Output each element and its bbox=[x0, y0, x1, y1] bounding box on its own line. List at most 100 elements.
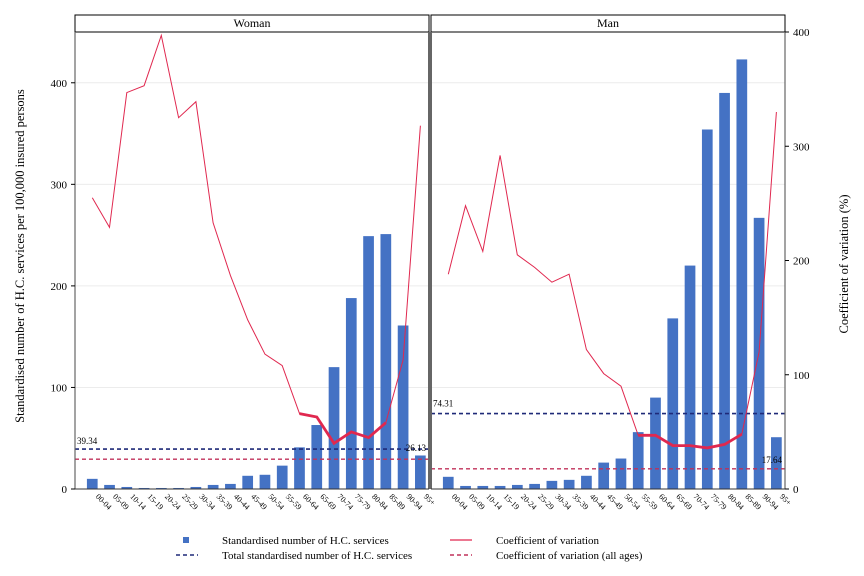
x-tick-label: 20-24 bbox=[519, 492, 539, 512]
legend-item: Coefficient of variation (all ages) bbox=[450, 550, 643, 562]
x-tick-label: 30-34 bbox=[553, 492, 573, 512]
bar bbox=[546, 480, 558, 489]
right-tick-label: 200 bbox=[793, 256, 810, 268]
x-tick-label: 25-29 bbox=[180, 492, 200, 512]
bar bbox=[294, 447, 305, 489]
bar bbox=[598, 462, 610, 489]
legend-label: Coefficient of variation bbox=[496, 535, 600, 547]
x-tick-label: 95+ bbox=[422, 492, 438, 508]
bar bbox=[415, 455, 426, 489]
bar bbox=[771, 437, 782, 489]
bar bbox=[477, 485, 489, 489]
panel-layer: Woman39.3426.1300-0405-0910-1415-1920-24… bbox=[74, 14, 794, 512]
x-tick-label: 95+ bbox=[778, 492, 794, 508]
total-label: 39.34 bbox=[77, 436, 98, 446]
bar bbox=[397, 325, 409, 489]
x-tick-label: 80-84 bbox=[370, 492, 390, 512]
bar bbox=[155, 487, 167, 489]
bar bbox=[138, 487, 150, 489]
bar bbox=[667, 318, 679, 489]
x-tick-label: 70-74 bbox=[692, 492, 712, 512]
x-tick-label: 35-39 bbox=[571, 492, 591, 512]
panel-strip bbox=[430, 14, 786, 33]
x-tick-label: 40-44 bbox=[232, 492, 252, 512]
bar bbox=[242, 475, 254, 489]
panel-man: Man 74.31 17.64 00-0405-0910-1415-1920-2425… bbox=[430, 14, 794, 512]
x-tick-label: 20-24 bbox=[163, 492, 183, 512]
bar bbox=[121, 486, 133, 489]
axis-layer: 0 100 200 300 400 0 100 200 300 400 bbox=[51, 27, 811, 496]
bar bbox=[529, 483, 540, 489]
bar bbox=[701, 129, 713, 489]
bar bbox=[460, 485, 471, 489]
x-tick-label: 60-64 bbox=[657, 492, 677, 512]
x-tick-label: 55-59 bbox=[640, 492, 660, 512]
x-tick-label: 85-89 bbox=[387, 492, 407, 512]
x-tick-label: 85-89 bbox=[743, 492, 763, 512]
bar bbox=[494, 485, 506, 489]
x-tick-label: 00-04 bbox=[94, 492, 114, 512]
bar bbox=[736, 59, 748, 490]
x-tick-label: 55-59 bbox=[284, 492, 304, 512]
bar bbox=[363, 236, 374, 489]
bar bbox=[650, 397, 661, 489]
x-tick-label: 70-74 bbox=[336, 492, 356, 512]
bar bbox=[328, 367, 340, 489]
x-tick-label: 65-69 bbox=[318, 492, 338, 512]
bar bbox=[380, 234, 392, 489]
x-tick-label: 50-54 bbox=[623, 492, 643, 512]
y-axis-label-left: Standardised number of H.C. services per… bbox=[13, 89, 27, 423]
x-tick-label: 45-49 bbox=[605, 492, 625, 512]
left-tick-label: 300 bbox=[51, 179, 68, 191]
x-tick-label: 05-09 bbox=[467, 492, 487, 512]
left-tick-label: 200 bbox=[51, 281, 68, 293]
bar bbox=[104, 484, 115, 489]
bar bbox=[632, 432, 644, 489]
legend-label: Coefficient of variation (all ages) bbox=[496, 550, 643, 562]
total-label: 74.31 bbox=[433, 399, 453, 409]
x-tick-label: 15-19 bbox=[146, 492, 166, 512]
bar bbox=[259, 474, 271, 489]
bar bbox=[86, 478, 98, 489]
legend-item: Total standardised number of H.C. servic… bbox=[176, 550, 412, 562]
x-tick-label: 00-04 bbox=[450, 492, 470, 512]
left-tick-label: 100 bbox=[51, 382, 68, 394]
x-tick-label: 60-64 bbox=[301, 492, 321, 512]
bar bbox=[615, 458, 627, 489]
right-tick-label: 400 bbox=[793, 27, 810, 39]
bar bbox=[684, 265, 696, 489]
panel-title: Man bbox=[597, 16, 619, 30]
y-axis-label-right: Coefficient of variation (%) bbox=[837, 195, 851, 334]
x-tick-label: 65-69 bbox=[674, 492, 694, 512]
right-tick-label: 300 bbox=[793, 141, 810, 153]
x-tick-label: 25-29 bbox=[536, 492, 556, 512]
bar bbox=[190, 486, 202, 489]
x-tick-label: 40-44 bbox=[588, 492, 608, 512]
x-tick-label: 30-34 bbox=[197, 492, 217, 512]
bar bbox=[511, 484, 523, 489]
right-tick-label: 0 bbox=[793, 484, 799, 496]
legend: Standardised number of H.C. services Coef… bbox=[176, 535, 643, 562]
bar bbox=[311, 425, 323, 489]
bar bbox=[442, 476, 454, 489]
x-tick-label: 80-84 bbox=[726, 492, 746, 512]
panel-title: Woman bbox=[233, 16, 270, 30]
bar bbox=[345, 298, 357, 489]
bar bbox=[276, 465, 288, 489]
x-tick-label: 10-14 bbox=[484, 492, 504, 512]
panel-strip bbox=[74, 14, 430, 33]
x-tick-label: 45-49 bbox=[249, 492, 269, 512]
left-tick-label: 400 bbox=[51, 78, 68, 90]
right-tick-label: 100 bbox=[793, 370, 810, 382]
x-tick-label: 10-14 bbox=[128, 492, 148, 512]
x-tick-label: 05-09 bbox=[111, 492, 131, 512]
legend-swatch bbox=[183, 537, 189, 543]
x-tick-label: 75-79 bbox=[353, 492, 373, 512]
x-tick-label: 75-79 bbox=[709, 492, 729, 512]
panel-woman: Woman 39.34 26.13 00-0405-0910-1415-1920-24… bbox=[74, 14, 438, 512]
x-tick-label: 90-94 bbox=[405, 492, 425, 512]
bar bbox=[581, 475, 592, 489]
x-tick-label: 35-39 bbox=[215, 492, 235, 512]
cv-series-line-highlight bbox=[638, 432, 743, 450]
legend-label: Standardised number of H.C. services bbox=[222, 535, 389, 547]
